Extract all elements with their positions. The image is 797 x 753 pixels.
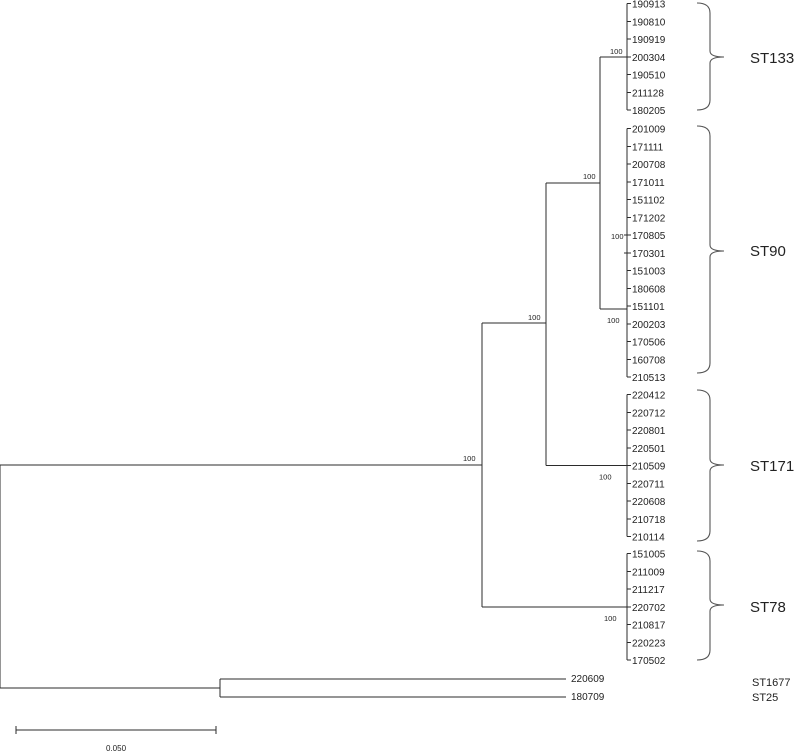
leaf-label: 190510 <box>632 71 666 82</box>
leaf-label: 220223 <box>632 638 666 649</box>
bootstrap-label: 100 <box>604 614 617 623</box>
leaf-label: 190919 <box>632 35 666 46</box>
clade-bracket <box>696 2 725 111</box>
leaf-label: 170506 <box>632 338 666 349</box>
leaf-label: 170805 <box>632 231 666 242</box>
leaf-label: 171111 <box>632 142 664 153</box>
leaf-label: 220712 <box>632 408 666 419</box>
clade-label: ST90 <box>750 243 786 260</box>
leaf-label: 211217 <box>632 585 665 596</box>
bootstrap-label: 100 <box>607 316 620 325</box>
leaf-label: 201009 <box>632 125 666 136</box>
bootstrap-values: 100 100 100 100 100 <box>599 47 624 623</box>
outgroup-labels: 220609 180709 ST1677 ST25 <box>571 674 791 704</box>
leaf-label: 180205 <box>632 106 666 117</box>
leaf-label: 211009 <box>632 567 665 578</box>
bootstrap-label: 100 <box>463 454 476 463</box>
leaf-label: 170502 <box>632 656 666 667</box>
leaf-label: 210513 <box>632 373 666 384</box>
leaf-label: 151102 <box>632 196 665 207</box>
bootstrap-label: 100 <box>599 473 612 482</box>
clade-brackets <box>696 2 725 661</box>
leaf-label: 171011 <box>632 178 665 189</box>
leaf-label: 200304 <box>632 53 666 64</box>
leaf-label: 151005 <box>632 550 666 561</box>
leaf-label: 220702 <box>632 603 666 614</box>
leaf-label: 160708 <box>632 355 666 366</box>
leaf-label: 171202 <box>632 213 666 224</box>
leaf-label: 220608 <box>632 497 666 508</box>
leaf-label: 210114 <box>632 533 665 544</box>
leaf-label: 220501 <box>632 444 666 455</box>
leaf-label: 170301 <box>632 249 666 260</box>
leaf-label: 220711 <box>632 479 665 490</box>
leaf-label: 190810 <box>632 17 666 28</box>
bootstrap-label: 100 <box>610 47 623 56</box>
clade-bracket <box>696 125 725 374</box>
tip-labels: 190913 190810 190919 200304 190510 211128 1802… <box>632 0 666 667</box>
leaf-label: 180608 <box>632 284 666 295</box>
clade-label: ST78 <box>750 599 786 616</box>
leaf-label: 211128 <box>632 88 664 99</box>
leaf-label: 210817 <box>632 621 666 632</box>
outgroup-leaf-label: 180709 <box>571 692 605 703</box>
bootstrap-label: 100 <box>611 232 624 241</box>
clade-label: ST171 <box>750 458 794 475</box>
scale-bar-label: 0.050 <box>106 744 127 753</box>
clade-bracket <box>696 389 725 542</box>
leaf-label: 200708 <box>632 160 666 171</box>
leaf-label: 210718 <box>632 515 666 526</box>
clade-labels: ST133 ST90 ST171 ST78 <box>750 50 794 616</box>
leaf-label: 190913 <box>632 0 666 11</box>
leaf-label: 151003 <box>632 267 666 278</box>
st-label: ST1677 <box>752 677 791 689</box>
clade-bracket <box>696 550 725 661</box>
bootstrap-label: 100 <box>528 313 541 322</box>
leaf-label: 151101 <box>632 302 665 313</box>
bootstrap-label: 100 <box>583 172 596 181</box>
leaf-label: 220801 <box>632 426 666 437</box>
outgroup-leaf-label: 220609 <box>571 674 605 685</box>
scale-bar: 0.050 <box>15 726 217 753</box>
leaf-label: 200203 <box>632 320 666 331</box>
leaf-label: 210509 <box>632 462 666 473</box>
leaf-label: 220412 <box>632 391 666 402</box>
tree-branches <box>0 3 631 698</box>
internal-bootstraps: 100 100 100 <box>463 172 596 463</box>
clade-label: ST133 <box>750 50 794 67</box>
st-label: ST25 <box>752 692 778 704</box>
